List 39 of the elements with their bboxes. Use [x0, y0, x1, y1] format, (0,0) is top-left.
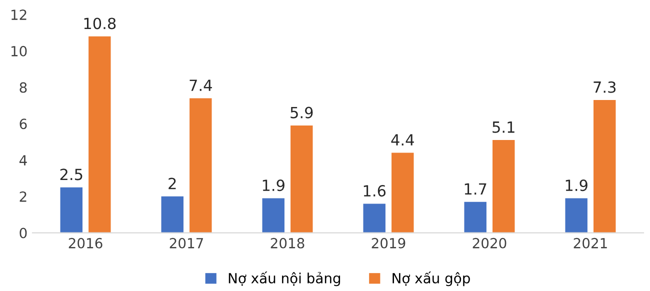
data-label: 4.4: [391, 134, 414, 146]
legend-label: Nợ xấu nội bảng: [228, 271, 340, 286]
bar: [392, 152, 414, 233]
y-tick-label: 2: [20, 191, 26, 202]
data-label: 1.9: [262, 180, 284, 192]
data-label: 5.9: [290, 106, 313, 118]
bar: [594, 100, 616, 233]
y-tick-label: 10: [11, 46, 27, 56]
y-tick-label: 0: [20, 228, 27, 238]
data-label: 7.3: [594, 81, 616, 93]
bar: [363, 204, 386, 233]
bar: [60, 187, 82, 233]
y-tick-label: 8: [20, 82, 27, 93]
data-label: 10.8: [84, 18, 116, 30]
bar: [190, 98, 212, 233]
bar: [88, 36, 111, 233]
bar: [565, 198, 588, 233]
y-tick-label: 6: [20, 118, 27, 130]
data-label: 1.7: [464, 183, 486, 195]
bar: [492, 140, 515, 233]
legend-label: Nợ xấu gộp: [392, 271, 470, 286]
bar: [290, 125, 313, 233]
bar: [161, 196, 184, 233]
x-tick-label: 2016: [68, 238, 102, 248]
y-tick-label: 12: [11, 10, 26, 20]
x-tick-label: 2021: [574, 238, 607, 248]
data-label: 7.4: [190, 80, 212, 91]
x-tick-label: 2017: [170, 238, 203, 248]
x-tick-label: 2020: [472, 238, 506, 248]
x-tick-label: 2019: [372, 238, 406, 248]
data-label: 2: [168, 178, 176, 190]
data-label: 1.6: [364, 185, 386, 197]
data-label: 5.1: [492, 122, 514, 133]
y-tick-label: 4: [19, 155, 27, 166]
data-label: 1.9: [566, 180, 588, 192]
x-tick-label: 2018: [270, 238, 304, 248]
bar: [464, 202, 486, 233]
bar: [262, 198, 284, 233]
data-label: 2.5: [60, 168, 82, 180]
